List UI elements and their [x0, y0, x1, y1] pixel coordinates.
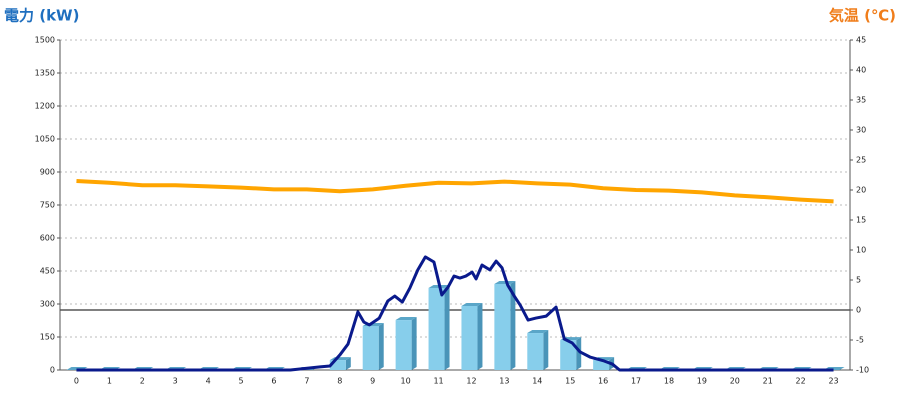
- x-tick-label: 14: [532, 377, 542, 386]
- y2-tick-label: 10: [856, 246, 866, 255]
- y2-tick-label: -10: [856, 366, 869, 375]
- x-tick-label: 1: [107, 377, 112, 386]
- y2-tick-label: 45: [856, 36, 866, 45]
- x-tick-label: 6: [271, 377, 276, 386]
- y2-tick-label: 40: [856, 66, 866, 75]
- y2-tick-label: 30: [856, 126, 866, 135]
- bar-side: [543, 330, 549, 370]
- y2-tick-label: 0: [856, 306, 861, 315]
- bar-side: [378, 323, 384, 370]
- x-tick-label: 10: [401, 377, 411, 386]
- x-tick-label: 12: [466, 377, 476, 386]
- y-tick-label: 1050: [35, 135, 55, 144]
- y-axis-title: 電力 (kW): [4, 7, 79, 25]
- bar-side: [345, 357, 351, 370]
- y2-tick-label: -5: [856, 336, 864, 345]
- x-tick-label: 2: [140, 377, 145, 386]
- bar-top: [395, 317, 417, 321]
- line: [76, 255, 834, 372]
- y2-tick-label: 35: [856, 96, 866, 105]
- bar: [395, 320, 412, 370]
- x-tick-label: 18: [664, 377, 674, 386]
- x-tick-label: 9: [370, 377, 375, 386]
- bar: [494, 283, 511, 370]
- y-tick-label: 1350: [35, 69, 55, 78]
- bar-side: [444, 284, 450, 370]
- x-tick-label: 5: [238, 377, 243, 386]
- bar: [428, 287, 445, 370]
- y-tick-label: 450: [40, 267, 55, 276]
- bar-side: [477, 302, 483, 370]
- x-tick-label: 11: [433, 377, 443, 386]
- x-tick-label: 8: [337, 377, 342, 386]
- bar-top: [494, 280, 516, 284]
- y-tick-label: 150: [40, 333, 55, 342]
- y-tick-label: 0: [50, 366, 55, 375]
- x-tick-label: 17: [631, 377, 641, 386]
- x-tick-label: 22: [796, 377, 806, 386]
- line: [76, 179, 834, 204]
- bar-top: [461, 302, 483, 306]
- x-tick-label: 7: [304, 377, 309, 386]
- y2-tick-label: 20: [856, 186, 866, 195]
- bar-side: [510, 280, 516, 370]
- y-tick-label: 750: [40, 201, 55, 210]
- bar-side: [576, 337, 582, 370]
- bar: [560, 340, 577, 370]
- x-tick-label: 4: [206, 377, 211, 386]
- y-tick-label: 600: [40, 234, 55, 243]
- bar: [593, 360, 610, 370]
- y2-tick-label: 5: [856, 276, 861, 285]
- x-tick-label: 21: [763, 377, 773, 386]
- y-tick-label: 1200: [35, 102, 55, 111]
- y-tick-label: 300: [40, 300, 55, 309]
- y2-tick-label: 25: [856, 156, 866, 165]
- y-tick-label: 900: [40, 168, 55, 177]
- x-tick-label: 0: [74, 377, 79, 386]
- x-tick-label: 16: [598, 377, 608, 386]
- x-tick-label: 3: [173, 377, 178, 386]
- x-tick-label: 19: [697, 377, 707, 386]
- bar: [329, 360, 346, 370]
- bar-side: [411, 317, 417, 370]
- bar: [362, 326, 379, 370]
- bar-top: [527, 330, 549, 334]
- y2-tick-label: 15: [856, 216, 866, 225]
- y-tick-label: 1500: [35, 36, 55, 45]
- x-tick-label: 13: [499, 377, 509, 386]
- y2-axis-title: 気温 (℃): [829, 7, 896, 25]
- x-tick-label: 20: [730, 377, 740, 386]
- x-tick-label: 15: [565, 377, 575, 386]
- bar: [527, 333, 544, 370]
- x-tick-label: 23: [828, 377, 838, 386]
- bar: [461, 305, 478, 370]
